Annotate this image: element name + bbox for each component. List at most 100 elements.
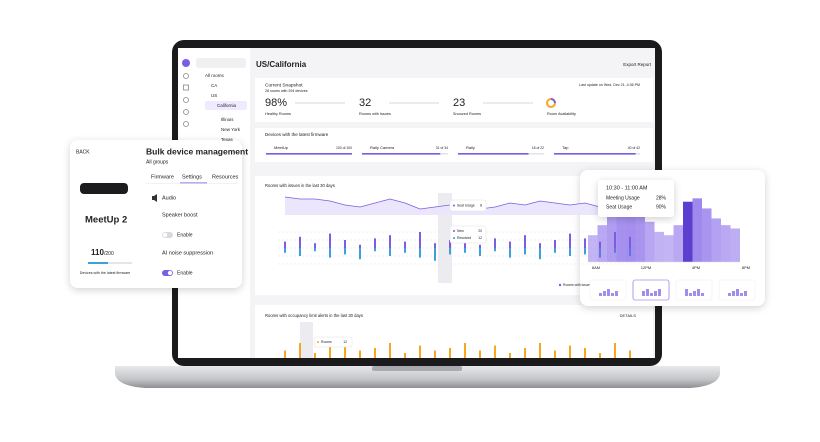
notch — [372, 366, 462, 371]
tree-item[interactable]: US — [211, 93, 217, 98]
tab[interactable]: Firmware — [151, 174, 174, 180]
tree-item[interactable]: California — [217, 103, 237, 108]
thumbnail[interactable] — [675, 279, 713, 301]
toggle-label: Enable — [177, 232, 193, 238]
usage-column — [635, 208, 645, 262]
alert-bar — [449, 348, 451, 358]
thumb-bar — [615, 291, 618, 296]
progress-fill — [362, 153, 441, 155]
firmware-card — [255, 128, 653, 162]
resolved-bar — [404, 248, 406, 253]
resolved-bar — [284, 248, 286, 253]
section-title: Audio — [162, 195, 176, 201]
tab[interactable]: Settings — [182, 174, 202, 180]
usage-column — [588, 235, 598, 262]
device-count: 40 of 42 — [628, 146, 640, 150]
alert-bar — [569, 345, 571, 358]
tooltip — [598, 180, 674, 217]
back-link[interactable]: BACK — [76, 149, 90, 155]
device-name: Rally Camera — [370, 145, 395, 150]
tree-item[interactable]: All rooms — [205, 73, 225, 78]
new-bar — [524, 235, 526, 248]
alert-bar — [419, 345, 421, 358]
usage-column — [692, 198, 702, 262]
alert-bar — [554, 350, 556, 358]
tooltip-label: Seat Usage — [457, 203, 475, 207]
device-count: 31 of 34 — [436, 146, 448, 150]
thumb-bar — [607, 289, 610, 296]
export-link[interactable]: Export Report — [623, 62, 652, 67]
tree-item[interactable]: Texas — [221, 137, 234, 142]
tree-item[interactable]: New York — [221, 127, 241, 132]
tooltip-label: New — [457, 229, 464, 233]
new-bar — [494, 238, 496, 248]
alert-bar — [284, 350, 286, 358]
tooltip-value: 8 — [480, 203, 482, 207]
thumb-bar — [689, 293, 692, 296]
device-count: 18 of 22 — [532, 146, 544, 150]
progress-fill — [88, 262, 108, 264]
tooltip — [313, 336, 353, 348]
alert-bar — [479, 350, 481, 358]
kpi-label: Snoozed Rooms — [453, 112, 481, 116]
thumb-bar — [646, 289, 649, 296]
toggle-knob — [167, 270, 173, 276]
kpi-label: Rooms with Issues — [359, 112, 391, 116]
hover-band — [300, 322, 313, 358]
speaker-icon — [152, 194, 157, 202]
total: /200 — [104, 251, 114, 257]
resolved-bar — [419, 248, 421, 258]
thumb-bar — [650, 293, 653, 296]
tooltip-value: 20 — [478, 229, 482, 233]
new-bar — [344, 240, 346, 248]
x-tick-label: 12PM — [641, 265, 651, 270]
usage-column — [673, 225, 683, 262]
alert-bar — [344, 340, 346, 358]
new-bar — [329, 233, 331, 248]
tooltip-label: Resolved — [457, 236, 471, 240]
alert-bar — [464, 343, 466, 358]
usage-column — [597, 225, 607, 262]
usage-column — [607, 215, 617, 262]
alert-bar — [434, 350, 436, 358]
resolved-bar — [374, 248, 376, 252]
usage-column — [683, 201, 693, 262]
tree-item[interactable]: CA — [211, 83, 217, 88]
new-bar — [434, 243, 436, 248]
card-title: Rooms with issues in the last 30 days — [265, 183, 335, 188]
thumb-bar — [685, 289, 688, 296]
card-subtitle: 28 rooms with 294 devices — [265, 89, 308, 93]
alert-bar — [329, 345, 331, 358]
alert-bar — [374, 348, 376, 358]
resolved-bar — [584, 248, 586, 255]
page-title: US/California — [256, 60, 307, 69]
alert-bar — [299, 343, 301, 358]
tree-item[interactable]: Illinois — [221, 117, 234, 122]
thumbnail[interactable] — [632, 279, 670, 301]
alert-bar — [359, 350, 361, 358]
dot — [453, 204, 455, 207]
alert-bar — [389, 343, 391, 358]
progress-fill — [266, 153, 352, 155]
tooltip — [449, 225, 487, 244]
kpi-value: 32 — [359, 97, 371, 109]
count: 110 — [91, 248, 104, 257]
kpi-bar — [483, 102, 533, 104]
resolved-bar — [494, 248, 496, 252]
resolved-bar — [509, 248, 511, 258]
search[interactable] — [196, 58, 246, 68]
details-link[interactable]: DETAILS — [620, 313, 637, 318]
toggle-label: Enable — [177, 270, 193, 276]
card-title: Current Snapshot — [265, 82, 303, 88]
tooltip-value: 12 — [478, 236, 482, 240]
alert-bar — [629, 350, 631, 358]
tab[interactable]: Resources — [212, 174, 239, 180]
tooltip-label: Seat Usage — [606, 204, 632, 210]
usage-column — [626, 203, 636, 262]
resolved-bar — [449, 248, 451, 255]
thumb-bar — [658, 289, 661, 296]
alert-bar — [584, 348, 586, 358]
resolved-bar — [329, 248, 331, 258]
kpi-value: 23 — [453, 97, 465, 109]
